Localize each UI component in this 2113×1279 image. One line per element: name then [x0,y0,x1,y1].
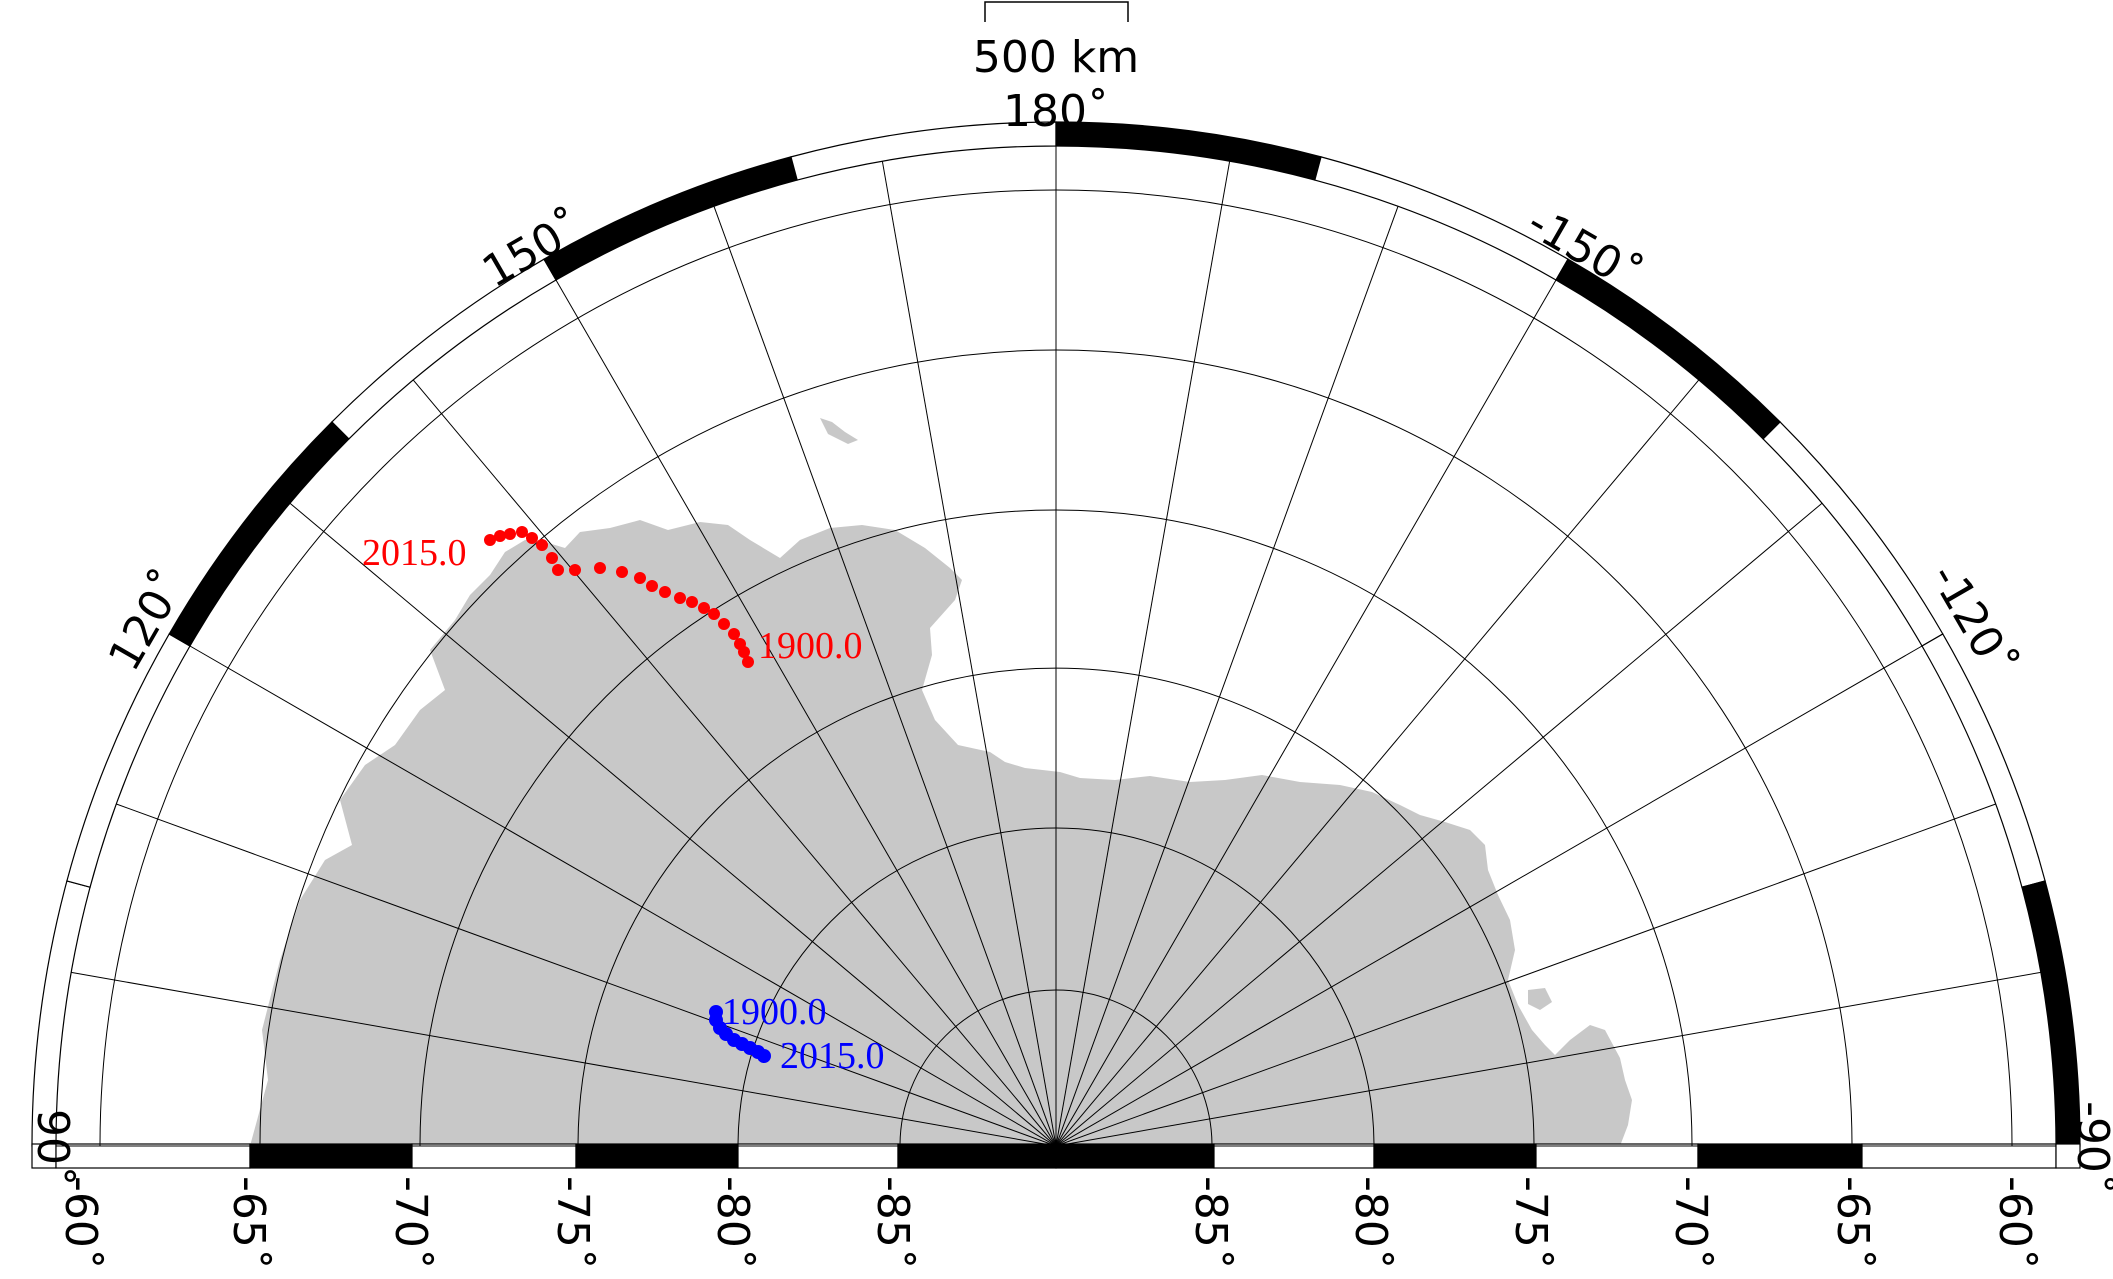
frame-bar-segment [1055,1143,1215,1169]
frame-bar-segment [411,1143,577,1169]
track-point [674,592,686,604]
meridian-line [1055,279,1557,1147]
parallel-arc [899,989,1213,1147]
track-point [728,628,740,640]
track-point [708,608,720,620]
scale-bar-label: 500 km [973,32,1139,83]
meridian-line [713,206,1057,1147]
frame-arc-segment [1314,156,1569,281]
frame-bar-segment [1213,1143,1375,1169]
track-point [569,564,581,576]
lon-label-180: 180˚ [1003,86,1109,137]
meridian-line [1055,803,1996,1147]
frame-bar-segment [1535,1143,1699,1169]
track-point [516,526,528,538]
frame-bar-segment [1861,1143,2057,1169]
track-point [594,562,606,574]
meridian-line [1055,971,2041,1147]
parallel-arc [577,667,1535,1147]
lat-label-left-65: -65˚ [223,1176,274,1270]
track-north-end-label: 2015.0 [362,532,467,574]
parallel-arc [259,349,1853,1147]
track-point [634,572,646,584]
scale-bar: 500 km [973,1,1139,83]
frame-bar-segment [575,1143,739,1169]
lat-label-left-70: -70˚ [385,1176,436,1270]
meridian-line [71,971,1057,1147]
track-south [709,1005,771,1063]
meridian-line [1055,206,1399,1147]
meridian-line [1055,379,1700,1147]
frame-bar-segment [897,1143,1057,1169]
meridian-line [1055,502,1823,1147]
meridian-line [555,279,1057,1147]
meridian-line [1055,645,1923,1147]
lat-label-right-80: -80˚ [1345,1176,1396,1270]
track-labels: 2015.0 1900.0 1900.0 2015.0 [362,532,885,1077]
parallel-arc [737,827,1375,1147]
track-point [546,552,558,564]
frame-bar-segment [31,1143,57,1169]
track-point [742,656,754,668]
track-point [698,602,710,614]
frame-bar-segment [1373,1143,1537,1169]
lat-label-left-85: -85˚ [867,1176,918,1270]
map-frame [31,121,2081,1169]
track-point [494,530,506,542]
lat-label-right-65: -65˚ [1827,1176,1878,1270]
land-mass [250,418,1632,1146]
parallel-arc [419,509,1693,1147]
lat-label-right-60: -60˚ [1989,1176,2040,1270]
graticule [56,146,2056,1147]
track-point [552,564,564,576]
lat-label-left-60: -60˚ [55,1176,106,1270]
meridian-line [289,502,1057,1147]
lon-label-minus-90: -90˚ [2067,1101,2113,1195]
lat-label-right-70: -70˚ [1665,1176,1716,1270]
track-point [536,539,548,551]
parallel-arc [99,189,2013,1147]
frame-arc-segment [31,880,91,1147]
track-point [738,646,750,658]
lat-label-right-75: -75˚ [1505,1176,1556,1270]
lat-label-left-80: -80˚ [707,1176,758,1270]
meridian-line [881,161,1057,1147]
meridian-line [412,379,1057,1147]
track-north-start-label: 1900.0 [758,625,863,667]
track-point [646,580,658,592]
track-point [616,566,628,578]
track-north [484,526,754,668]
track-point [686,596,698,608]
track-south-end-label: 2015.0 [780,1035,885,1077]
track-point [526,532,538,544]
track-south-start-label: 1900.0 [722,991,827,1033]
lat-label-right-85: -85˚ [1185,1176,1236,1270]
lat-label-left-75: -75˚ [547,1176,598,1270]
latitude-labels: -60˚ -65˚ -70˚ -75˚ -80˚ -85˚ -85˚ -80˚ … [55,1176,2040,1270]
frame-bar-segment [55,1143,251,1169]
lon-label-90: 90˚ [27,1109,78,1187]
track-point [757,1049,771,1063]
track-point [718,618,730,630]
frame-bar-segment [249,1143,413,1169]
frame-bar-segment [737,1143,899,1169]
frame-bar-segment [2055,1143,2081,1169]
track-point [659,586,671,598]
frame-arc-segment [543,156,798,281]
meridian-line [116,803,1057,1147]
meridian-line [1055,161,1231,1147]
track-point [504,528,516,540]
frame-bar-segment [1697,1143,1863,1169]
track-point [484,534,496,546]
meridian-line [189,645,1057,1147]
